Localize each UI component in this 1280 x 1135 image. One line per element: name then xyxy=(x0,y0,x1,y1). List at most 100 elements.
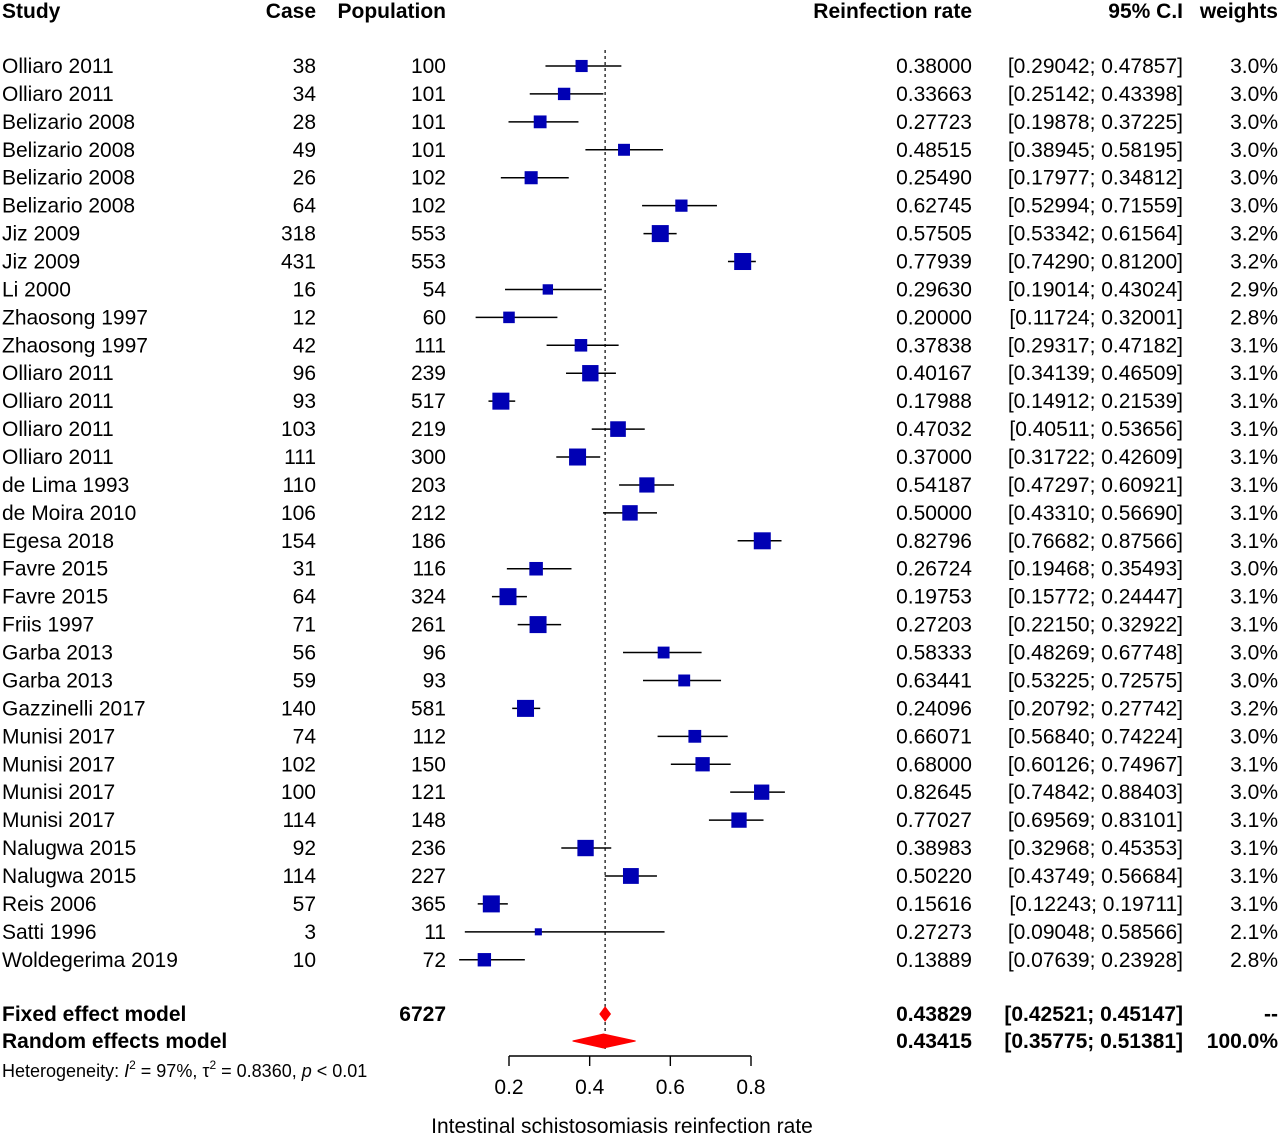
study-estimate-marker xyxy=(678,674,691,687)
study-weight: 3.1% xyxy=(1230,530,1278,553)
study-population: 101 xyxy=(411,139,446,162)
study-row: Egesa 2018 154 186 0.82796 [0.76682; 0.87566… xyxy=(2,530,1278,553)
study-rate: 0.82645 xyxy=(896,781,972,804)
study-case: 64 xyxy=(293,195,317,218)
study-case: 114 xyxy=(283,809,317,832)
study-weight: 3.1% xyxy=(1230,893,1278,916)
study-population: 11 xyxy=(424,921,446,944)
study-row: Nalugwa 2015 114 227 0.50220 [0.43749; 0.566… xyxy=(2,865,1278,888)
study-population: 227 xyxy=(411,865,446,888)
study-rows: Olliaro 2011 38 100 0.38000 [0.29042; 0.4785… xyxy=(2,55,1278,972)
pooled-rate: 0.43829 xyxy=(896,1003,972,1026)
study-row: Zhaosong 1997 42 111 0.37838 [0.29317; 0.471… xyxy=(2,334,1278,357)
study-name: Munisi 2017 xyxy=(2,781,115,804)
study-population: 121 xyxy=(411,781,446,804)
study-estimate-marker xyxy=(639,477,655,493)
study-population: 72 xyxy=(423,949,446,972)
study-name: Zhaosong 1997 xyxy=(2,306,148,329)
study-row: Friis 1997 71 261 0.27203 [0.22150; 0.32922]… xyxy=(2,614,1278,637)
study-estimate-marker xyxy=(477,953,492,967)
x-axis-tick-label: 0.8 xyxy=(736,1076,765,1099)
study-case: 28 xyxy=(293,111,316,134)
study-weight: 3.1% xyxy=(1230,446,1278,469)
study-rate: 0.48515 xyxy=(896,139,972,162)
study-weight: 3.0% xyxy=(1230,558,1278,581)
study-name: Olliaro 2011 xyxy=(2,55,114,78)
study-case: 93 xyxy=(293,390,316,413)
study-estimate-marker xyxy=(574,339,588,352)
study-estimate-marker xyxy=(492,392,510,410)
pooled-weight: 100.0% xyxy=(1207,1030,1279,1053)
study-estimate-marker xyxy=(533,115,547,129)
study-estimate-marker xyxy=(753,532,771,550)
study-row: Olliaro 2011 93 517 0.17988 [0.14912; 0.2153… xyxy=(2,390,1278,413)
study-name: Olliaro 2011 xyxy=(2,390,114,413)
study-rate: 0.68000 xyxy=(896,753,972,776)
study-name: Satti 1996 xyxy=(2,921,97,944)
study-case: 49 xyxy=(293,139,316,162)
study-estimate-marker xyxy=(569,448,587,466)
study-rate: 0.27723 xyxy=(896,111,972,134)
study-weight: 3.0% xyxy=(1230,642,1278,665)
study-ci: [0.20792; 0.27742] xyxy=(1008,697,1183,720)
pooled-rows: Fixed effect model 6727 0.43829 [0.42521; 0… xyxy=(2,1003,1278,1053)
study-case: 42 xyxy=(293,334,316,357)
study-name: Belizario 2008 xyxy=(2,139,135,162)
study-population: 300 xyxy=(411,446,446,469)
study-population: 581 xyxy=(411,697,446,720)
study-name: Nalugwa 2015 xyxy=(2,837,136,860)
study-population: 102 xyxy=(411,195,446,218)
study-estimate-marker xyxy=(582,365,599,382)
study-ci: [0.69569; 0.83101] xyxy=(1008,809,1183,832)
study-estimate-marker xyxy=(688,729,702,743)
study-population: 102 xyxy=(411,167,446,190)
study-weight: 3.2% xyxy=(1230,697,1278,720)
study-weight: 2.8% xyxy=(1230,306,1278,329)
study-name: Olliaro 2011 xyxy=(2,446,114,469)
pooled-population: 6727 xyxy=(399,1003,446,1026)
study-population: 236 xyxy=(411,837,446,860)
study-weight: 3.2% xyxy=(1230,223,1278,246)
study-ci: [0.19014; 0.43024] xyxy=(1008,278,1183,301)
study-weight: 3.0% xyxy=(1230,781,1278,804)
study-name: Favre 2015 xyxy=(2,586,108,609)
study-name: Friis 1997 xyxy=(2,614,94,637)
study-rate: 0.62745 xyxy=(896,195,972,218)
study-estimate-marker xyxy=(622,868,639,884)
heterogeneity-prefix: Heterogeneity: xyxy=(2,1061,124,1081)
study-population: 60 xyxy=(423,306,446,329)
study-ci: [0.56840; 0.74224] xyxy=(1008,725,1183,748)
study-rate: 0.47032 xyxy=(896,418,972,441)
study-rate: 0.63441 xyxy=(896,669,972,692)
study-population: 203 xyxy=(411,474,446,497)
study-name: Munisi 2017 xyxy=(2,753,115,776)
study-weight: 3.1% xyxy=(1230,362,1278,385)
study-name: Belizario 2008 xyxy=(2,195,135,218)
study-weight: 3.1% xyxy=(1230,809,1278,832)
study-case: 100 xyxy=(281,781,316,804)
study-weight: 3.0% xyxy=(1230,139,1278,162)
study-name: de Lima 1993 xyxy=(2,474,129,497)
study-estimate-marker xyxy=(517,699,535,717)
study-population: 239 xyxy=(411,362,446,385)
study-rate: 0.29630 xyxy=(896,278,972,301)
study-estimate-marker xyxy=(577,839,594,857)
study-name: Olliaro 2011 xyxy=(2,418,114,441)
header-case: Case xyxy=(266,0,316,23)
study-row: Garba 2013 59 93 0.63441 [0.53225; 0.72575] 3… xyxy=(2,669,1278,692)
study-population: 517 xyxy=(411,390,446,413)
study-estimate-marker xyxy=(657,646,670,659)
study-row: Olliaro 2011 96 239 0.40167 [0.34139; 0.4650… xyxy=(2,362,1278,385)
study-rate: 0.77027 xyxy=(896,809,972,832)
study-name: Favre 2015 xyxy=(2,558,108,581)
x-axis-tick-label: 0.4 xyxy=(575,1076,605,1099)
study-case: 103 xyxy=(281,418,316,441)
study-ci: [0.40511; 0.53656] xyxy=(1009,418,1183,441)
study-ci: [0.19878; 0.37225] xyxy=(1008,111,1183,134)
study-estimate-marker xyxy=(503,311,515,324)
study-rate: 0.58333 xyxy=(896,642,972,665)
pooled-row: Random effects model 0.43415 [0.35775; 0.5… xyxy=(2,1030,1278,1053)
study-ci: [0.09048; 0.58566] xyxy=(1008,921,1183,944)
study-population: 219 xyxy=(411,418,446,441)
